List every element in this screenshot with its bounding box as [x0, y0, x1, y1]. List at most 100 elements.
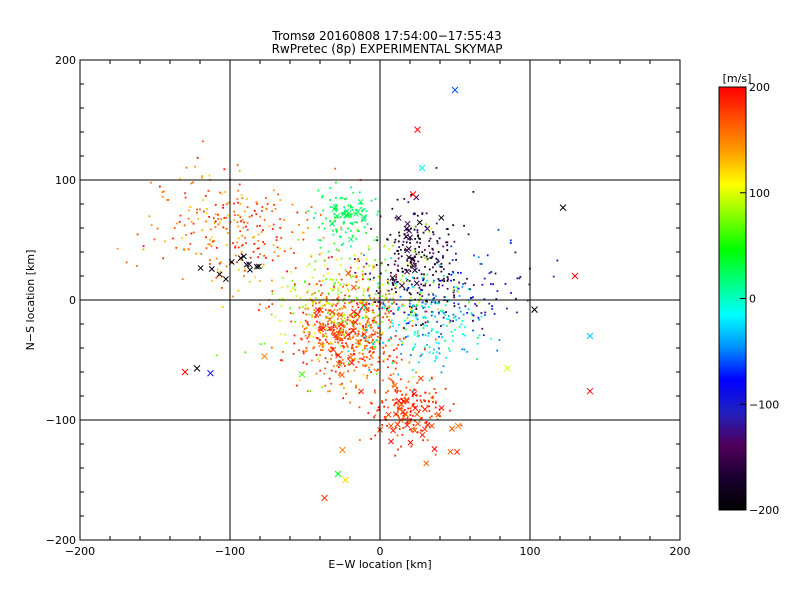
scatter-point	[421, 295, 424, 298]
scatter-point	[361, 275, 364, 278]
scatter-cross	[409, 191, 417, 198]
scatter-point	[425, 420, 428, 423]
scatter-point	[341, 382, 343, 385]
scatter-point	[294, 320, 297, 323]
scatter-point	[331, 354, 333, 357]
scatter-point	[342, 283, 345, 286]
scatter-point	[366, 319, 369, 322]
scatter-point	[435, 341, 438, 344]
scatter-point	[323, 372, 326, 375]
scatter-point	[458, 306, 461, 309]
scatter-point	[356, 302, 358, 305]
scatter-point	[440, 325, 442, 327]
scatter-point	[342, 222, 345, 225]
scatter-point	[192, 222, 195, 225]
scatter-point	[363, 345, 366, 347]
scatter-point	[440, 262, 443, 265]
scatter-point	[227, 232, 229, 235]
scatter-point	[412, 376, 415, 379]
scatter-point	[318, 226, 321, 229]
scatter-point	[397, 240, 400, 243]
scatter-cross	[398, 401, 405, 408]
scatter-point	[357, 230, 360, 233]
scatter-point	[397, 250, 399, 252]
scatter-point	[463, 224, 465, 227]
scatter-point	[262, 263, 265, 266]
scatter-point	[388, 355, 391, 358]
scatter-point	[293, 252, 295, 254]
scatter-point	[431, 397, 434, 400]
scatter-point	[407, 280, 409, 282]
scatter-point	[181, 278, 184, 281]
scatter-point	[425, 310, 428, 313]
scatter-point	[413, 419, 416, 422]
scatter-point	[309, 297, 312, 300]
scatter-point	[405, 393, 407, 396]
scatter-point	[307, 340, 310, 343]
scatter-point	[335, 207, 337, 210]
scatter-point	[357, 342, 360, 345]
scatter-point	[471, 313, 474, 316]
scatter-point	[352, 324, 354, 327]
scatter-point	[424, 317, 427, 319]
scatter-point	[407, 314, 410, 316]
scatter-cross	[404, 418, 411, 425]
scatter-point	[214, 220, 217, 223]
scatter-cross	[237, 255, 244, 262]
scatter-point	[346, 330, 349, 333]
scatter-point	[340, 362, 343, 365]
scatter-point	[435, 355, 437, 358]
scatter-point	[396, 309, 399, 312]
scatter-point	[358, 352, 361, 354]
scatter-point	[490, 283, 492, 285]
scatter-point	[329, 186, 332, 189]
scatter-point	[437, 311, 440, 314]
scatter-point	[432, 298, 435, 300]
scatter-point	[335, 209, 338, 212]
scatter-point	[470, 296, 473, 299]
scatter-point	[262, 241, 265, 243]
scatter-point	[379, 261, 382, 264]
scatter-point	[373, 346, 376, 349]
scatter-cross	[331, 206, 338, 213]
scatter-point	[312, 336, 315, 338]
scatter-point	[402, 427, 405, 429]
scatter-point	[408, 361, 411, 364]
scatter-point	[265, 307, 267, 310]
scatter-point	[424, 348, 426, 351]
scatter-point	[395, 347, 398, 350]
scatter-point	[332, 365, 335, 368]
scatter-point	[361, 358, 364, 360]
scatter-point	[434, 400, 437, 403]
scatter-point	[367, 307, 370, 310]
scatter-point	[396, 389, 399, 392]
scatter-point	[412, 403, 415, 406]
scatter-point	[324, 338, 327, 341]
scatter-point	[345, 322, 348, 324]
scatter-point	[357, 267, 360, 270]
scatter-point	[241, 218, 244, 221]
scatter-point	[350, 186, 353, 189]
scatter-point	[467, 233, 470, 236]
scatter-point	[430, 257, 433, 259]
scatter-point	[355, 386, 357, 389]
scatter-cross	[396, 406, 403, 413]
scatter-point	[386, 281, 389, 284]
scatter-point	[314, 316, 317, 319]
scatter-point	[237, 201, 239, 204]
scatter-point	[342, 300, 345, 303]
scatter-point	[388, 305, 391, 308]
scatter-point	[374, 321, 377, 324]
scatter-point	[336, 216, 339, 219]
scatter-point	[437, 278, 440, 280]
scatter-point	[406, 335, 409, 338]
scatter-point	[256, 203, 259, 205]
scatter-point	[433, 360, 436, 363]
scatter-point	[368, 358, 371, 361]
scatter-point	[289, 307, 292, 310]
scatter-point	[457, 271, 459, 274]
scatter-point	[429, 256, 432, 259]
scatter-point	[415, 303, 418, 306]
scatter-point	[367, 278, 370, 281]
